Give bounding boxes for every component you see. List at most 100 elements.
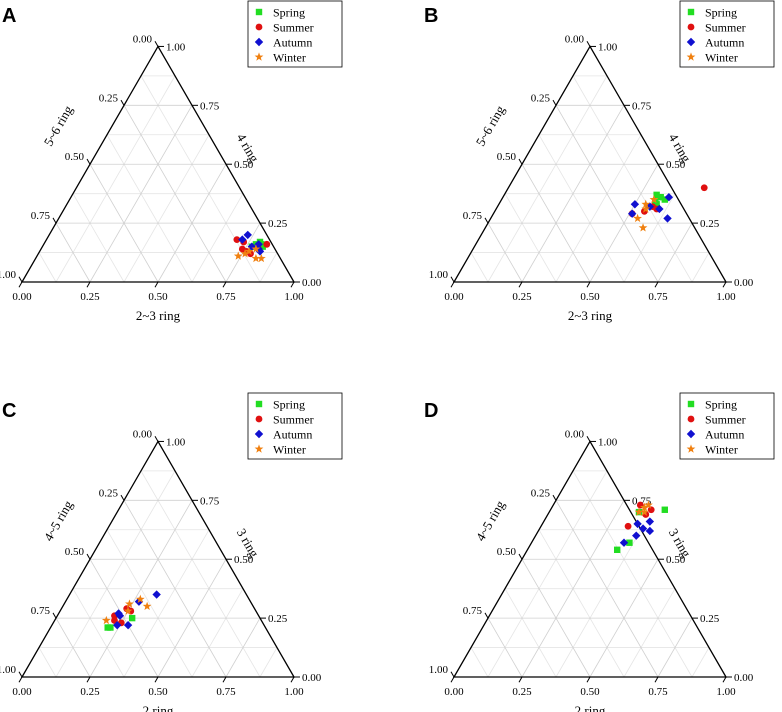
tick-mark: [450, 671, 455, 678]
data-point-autumn: [638, 524, 648, 533]
data-point-winter: [101, 615, 111, 625]
series-autumn: [619, 517, 655, 547]
grid-line-minor: [504, 588, 557, 678]
bottom-tick-label: 0.75: [216, 686, 236, 698]
legend-marker-summer: [687, 415, 695, 423]
legend-label-summer: Summer: [705, 412, 746, 426]
tick-mark: [18, 676, 23, 683]
data-point-winter: [638, 223, 648, 232]
bottom-tick-label: 0.50: [580, 686, 600, 698]
bottom-tick-label: 0.75: [648, 291, 668, 303]
legend-marker-summer: [255, 415, 263, 423]
bottom-tick-label: 1.00: [716, 291, 736, 303]
bottom-tick-label: 1.00: [284, 291, 304, 303]
bottom-tick-label: 0.50: [148, 291, 168, 303]
tick-mark: [52, 612, 57, 619]
grid-line-minor: [555, 134, 642, 283]
legend-marker-winter: [254, 444, 264, 453]
left-tick-label: 0.25: [531, 92, 551, 104]
legend-box: [247, 0, 343, 68]
tick-mark: [290, 676, 295, 683]
right-tick-label: 0.00: [734, 672, 754, 684]
legend-label-winter: Winter: [273, 442, 306, 456]
legend-marker-spring: [255, 400, 263, 408]
grid-line-minor: [259, 252, 278, 283]
left-tick-label: 0.00: [133, 33, 153, 45]
tick-mark: [586, 281, 591, 288]
bottom-axis-title: 2~3 ring: [568, 308, 613, 323]
legend-marker-spring: [687, 400, 695, 408]
tick-mark: [290, 281, 295, 288]
right-tick-label: 0.25: [700, 613, 720, 625]
left-axis-title: 4~5 ring: [473, 497, 508, 543]
legend-label-summer: Summer: [273, 20, 314, 34]
grid-line-minor: [623, 588, 676, 678]
data-point-spring: [259, 243, 266, 250]
legend-marker-spring: [687, 8, 695, 16]
data-point-winter: [633, 213, 642, 223]
bottom-tick-label: 0.00: [444, 686, 464, 698]
legend-label-autumn: Autumn: [273, 35, 312, 49]
grid-line-minor: [538, 134, 625, 283]
data-point-winter: [640, 502, 649, 512]
data-point-winter: [640, 507, 649, 516]
panel-letter: B: [424, 5, 438, 27]
data-point-winter: [649, 194, 659, 204]
bottom-tick-label: 0.50: [148, 686, 168, 698]
series-summer: [628, 184, 708, 218]
data-point-autumn: [655, 204, 664, 214]
left-axis-title: 4~5 ring: [41, 497, 76, 543]
panel-letter: D: [424, 400, 438, 422]
grid-line-minor: [55, 75, 176, 283]
data-point-spring: [653, 191, 660, 199]
data-point-winter: [641, 204, 651, 213]
data-point-autumn: [664, 192, 674, 202]
left-tick-label: 0.25: [99, 92, 119, 104]
data-point-autumn: [630, 200, 640, 209]
right-tick-label: 1.00: [598, 436, 618, 448]
tick-mark: [586, 40, 591, 47]
tick-mark: [450, 281, 455, 288]
tick-mark: [654, 676, 659, 683]
right-tick-label: 1.00: [166, 41, 186, 53]
tick-mark: [154, 676, 159, 683]
grid-line-minor: [259, 647, 278, 678]
tick-mark: [18, 671, 23, 678]
left-tick-label: 0.75: [463, 605, 483, 617]
right-tick-label: 0.50: [666, 159, 686, 171]
right-tick-label: 1.00: [598, 41, 618, 53]
data-point-winter: [135, 594, 145, 603]
legend-marker-spring: [255, 8, 263, 16]
ternary-panel-d: D 0.00 0.00 0.00 0.25 0.25 0.25 0.50 0.50 0.50 0.7…: [424, 392, 775, 712]
grid-line-minor: [691, 252, 710, 283]
bottom-tick-label: 0.75: [648, 686, 668, 698]
legend-label-summer: Summer: [273, 412, 314, 426]
grid-line-minor: [38, 647, 57, 678]
data-point-autumn: [113, 620, 122, 630]
right-tick-label: 0.00: [302, 277, 322, 289]
bottom-tick-label: 0.00: [444, 291, 464, 303]
right-tick-label: 0.00: [734, 277, 754, 289]
legend-marker-winter: [686, 444, 696, 453]
grid-line-minor: [572, 470, 693, 678]
panel-letter: C: [2, 400, 16, 422]
data-point-winter: [634, 507, 644, 516]
left-tick-label: 1.00: [429, 269, 449, 281]
tick-mark: [518, 158, 523, 165]
legend-label-winter: Winter: [705, 50, 738, 64]
bottom-tick-label: 1.00: [716, 686, 736, 698]
right-tick-label: 0.50: [666, 554, 686, 566]
data-point-spring: [107, 624, 114, 631]
data-point-spring: [614, 546, 621, 553]
bottom-tick-label: 0.25: [80, 291, 100, 303]
data-point-spring: [626, 539, 633, 546]
left-tick-label: 0.00: [133, 428, 153, 440]
grid-line-minor: [504, 193, 557, 283]
left-tick-label: 1.00: [429, 664, 449, 676]
grid-line-minor: [572, 75, 693, 283]
tick-mark: [518, 676, 523, 683]
left-axis-title: 5~6 ring: [41, 102, 76, 148]
legend-label-summer: Summer: [705, 20, 746, 34]
legend-box: [247, 392, 343, 460]
